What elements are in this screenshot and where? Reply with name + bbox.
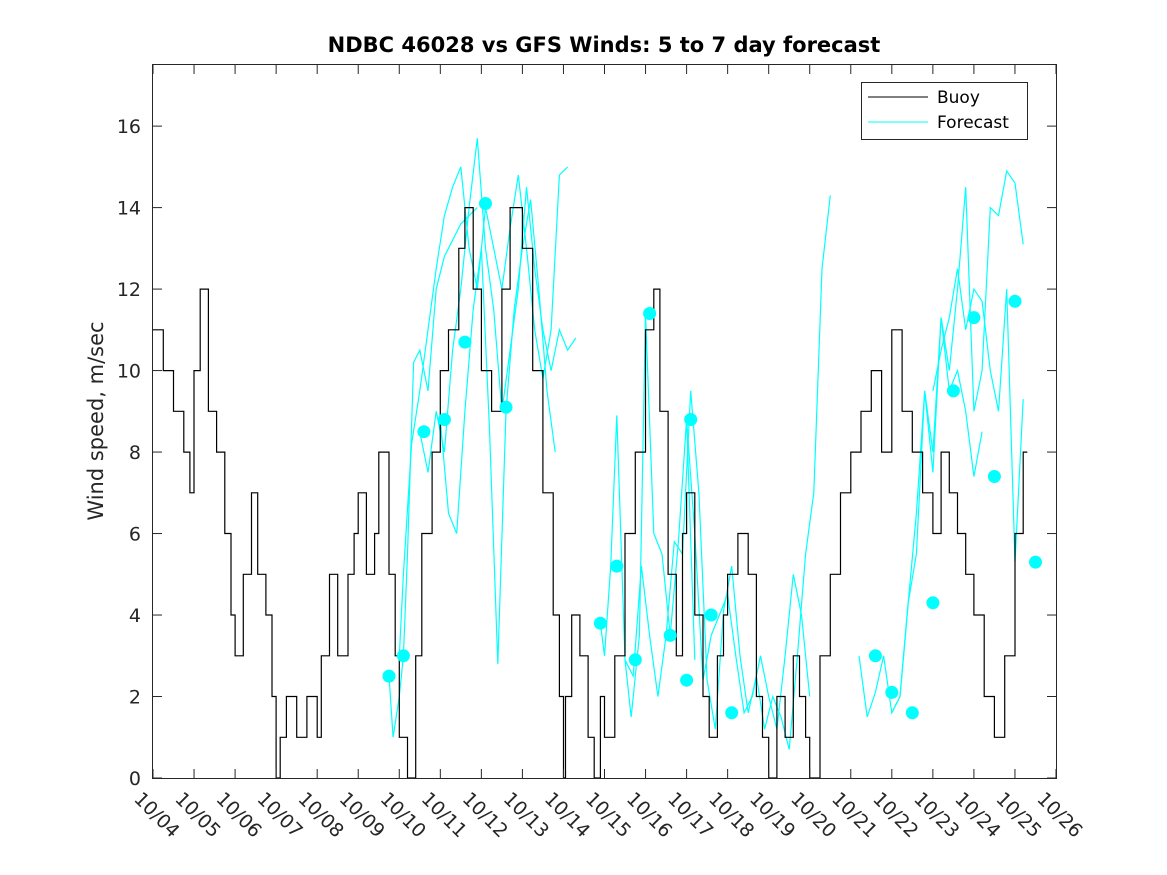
forecast-markers-group — [382, 197, 1042, 720]
forecast-marker-20 — [946, 384, 960, 398]
forecast-marker-5 — [479, 197, 492, 210]
forecast-marker-6 — [499, 400, 513, 414]
legend-forecast-label: Forecast — [937, 113, 1009, 133]
y-tick-label-2: 4 — [129, 605, 141, 627]
forecast-marker-22 — [987, 470, 1001, 483]
forecast-marker-4 — [458, 335, 472, 349]
forecast-line-9 — [932, 268, 1024, 563]
y-tick-label-7: 14 — [117, 198, 141, 220]
forecast-marker-0 — [382, 669, 396, 683]
forecast-marker-18 — [905, 706, 919, 720]
forecast-marker-10 — [643, 307, 657, 320]
forecast-marker-9 — [628, 653, 642, 667]
chart-title: NDBC 46028 vs GFS Winds: 5 to 7 day fore… — [328, 33, 881, 57]
forecast-line-4 — [599, 313, 696, 717]
forecast-marker-13 — [684, 413, 698, 426]
y-tick-label-0: 0 — [129, 768, 141, 790]
forecast-marker-21 — [967, 311, 981, 325]
forecast-marker-16 — [868, 649, 882, 663]
forecast-marker-15 — [725, 706, 739, 720]
forecast-marker-12 — [680, 673, 694, 687]
forecast-marker-17 — [885, 685, 899, 699]
forecast-marker-3 — [437, 413, 451, 426]
forecast-marker-8 — [610, 559, 624, 573]
forecast-line-2 — [419, 138, 577, 473]
forecast-marker-19 — [926, 596, 940, 610]
y-tick-label-3: 6 — [129, 524, 141, 546]
y-axis-label: Wind speed, m/sec — [84, 321, 108, 520]
buoy-line — [153, 207, 1028, 778]
y-tick-label-4: 8 — [129, 442, 141, 464]
forecast-line-6 — [686, 419, 811, 730]
y-tick-label-5: 10 — [117, 361, 141, 383]
forecast-line-0 — [388, 207, 478, 738]
legend-buoy-label: Buoy — [937, 88, 980, 108]
legend: Buoy Forecast — [861, 82, 1028, 140]
forecast-line-8 — [891, 169, 1024, 714]
forecast-marker-11 — [663, 628, 677, 642]
forecast-marker-14 — [704, 608, 718, 622]
y-tick-label-8: 16 — [117, 116, 141, 138]
forecast-marker-1 — [396, 649, 410, 663]
plot-lines-group — [153, 138, 1028, 778]
forecast-line-3 — [439, 199, 556, 664]
y-tick-label-6: 12 — [117, 279, 141, 301]
y-tick-label-1: 2 — [129, 687, 141, 709]
forecast-marker-2 — [417, 425, 431, 439]
forecast-marker-24 — [1029, 555, 1042, 569]
forecast-marker-7 — [593, 616, 607, 630]
legend-box — [861, 82, 1028, 140]
forecast-marker-23 — [1008, 294, 1022, 308]
plot-area — [152, 64, 1057, 779]
